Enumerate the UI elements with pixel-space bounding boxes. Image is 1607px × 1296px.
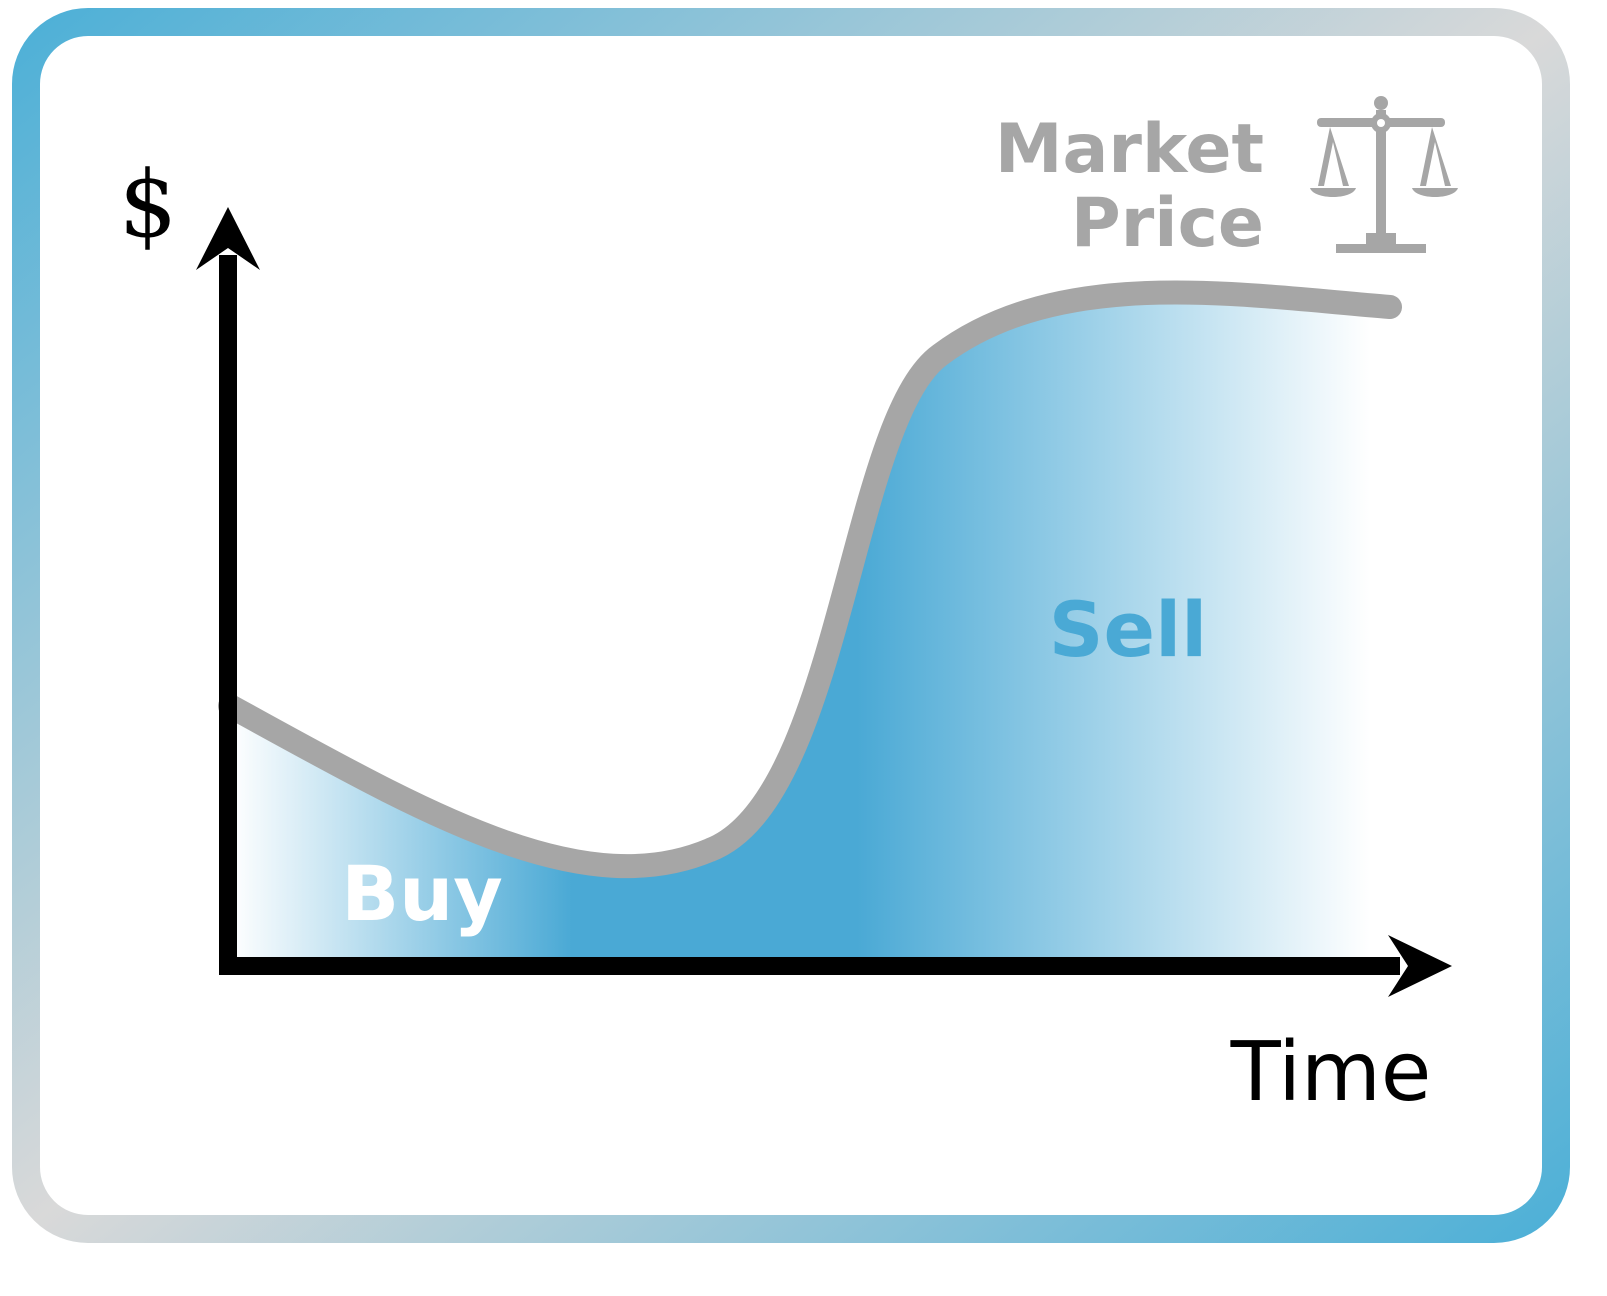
y-axis-label: $ [119,151,178,258]
x-axis-label: Time [1230,1025,1432,1120]
y-axis-arrowhead [196,207,260,270]
buy-label: Buy [341,849,503,938]
sell-label: Sell [1049,585,1207,674]
scale-icon [1310,96,1458,253]
curve-label-line1: Market [995,110,1264,189]
buy-sell-area [230,292,1370,960]
x-axis-arrowhead [1388,935,1452,997]
curve-label-line2: Price [1071,184,1264,263]
market-price-curve [218,280,1402,879]
